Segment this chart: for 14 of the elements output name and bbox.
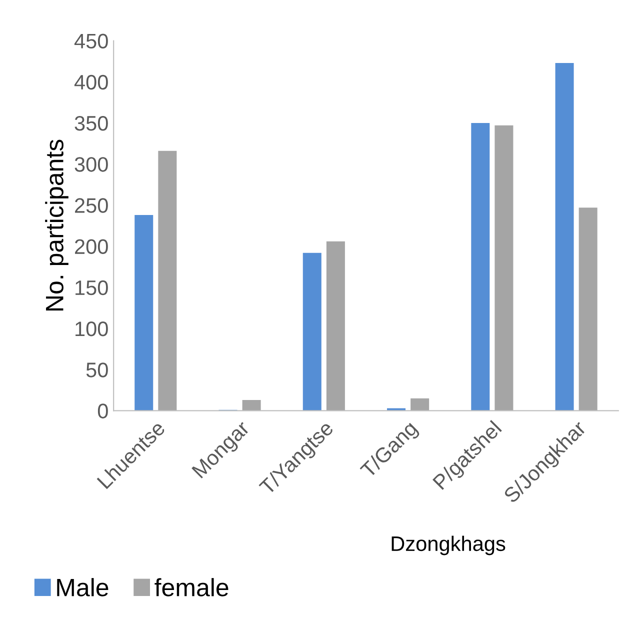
y-axis-title: No. participants: [45, 140, 68, 311]
y-tick-label: 300: [74, 157, 108, 172]
y-tick-label: 350: [74, 116, 108, 131]
y-tick-label: 250: [75, 198, 108, 213]
y-tick-label: 100: [76, 321, 108, 336]
y-tick-label: 150: [76, 280, 108, 296]
x-axis-title: Dzongkhags: [392, 536, 506, 556]
y-tick-label: 450: [74, 34, 108, 49]
y-tick-label: 200: [75, 239, 108, 254]
y-tick-label: 0: [98, 404, 108, 418]
legend-label: Male: [57, 578, 108, 596]
y-tick-label: 50: [86, 362, 108, 378]
legend-label: female: [154, 578, 228, 596]
y-tick-label: 400: [74, 74, 108, 90]
